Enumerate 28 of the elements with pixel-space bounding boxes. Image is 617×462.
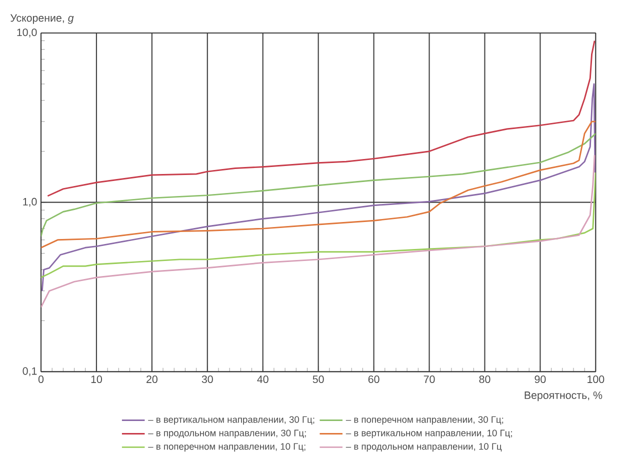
x-tick-label: 30 [202, 376, 213, 384]
y-axis-title: Ускорение, g [10, 14, 74, 24]
x-tick-label: 80 [479, 376, 490, 384]
x-tick-label: 90 [534, 376, 546, 384]
y-tick-label: 1,0 [23, 198, 37, 207]
x-tick-label: 20 [146, 376, 158, 384]
line-series [41, 83, 596, 292]
legend-label: – в поперечном направлении, 10 Гц; [148, 443, 306, 452]
x-tick-label: 70 [424, 376, 435, 384]
x-tick-label: 0 [38, 376, 44, 384]
x-tick-label: 60 [368, 376, 380, 384]
legend-label: – в продольном направлении, 10 Гц [346, 443, 502, 452]
x-tick-label: 40 [257, 376, 268, 384]
legend-label: – в вертикальном направлении, 30 Гц; [148, 416, 314, 425]
line-series [41, 172, 596, 278]
line-series [41, 120, 596, 249]
line-series [46, 40, 596, 197]
legend-label: – в вертикальном направлении, 10 Гц; [346, 430, 512, 438]
legend-label: – в поперечном направлении, 30 Гц; [346, 416, 504, 425]
line-series [41, 132, 596, 238]
y-tick-label: 10,0 [17, 28, 37, 38]
y-tick-label: 0,1 [22, 367, 37, 376]
line-series [41, 154, 596, 308]
x-axis-title: Вероятность, % [524, 392, 602, 402]
x-tick-label: 100 [588, 376, 604, 384]
legend-label: – в продольном направлении, 30 Гц; [148, 430, 306, 438]
x-tick-label: 10 [91, 376, 102, 384]
x-tick-label: 50 [312, 376, 324, 384]
